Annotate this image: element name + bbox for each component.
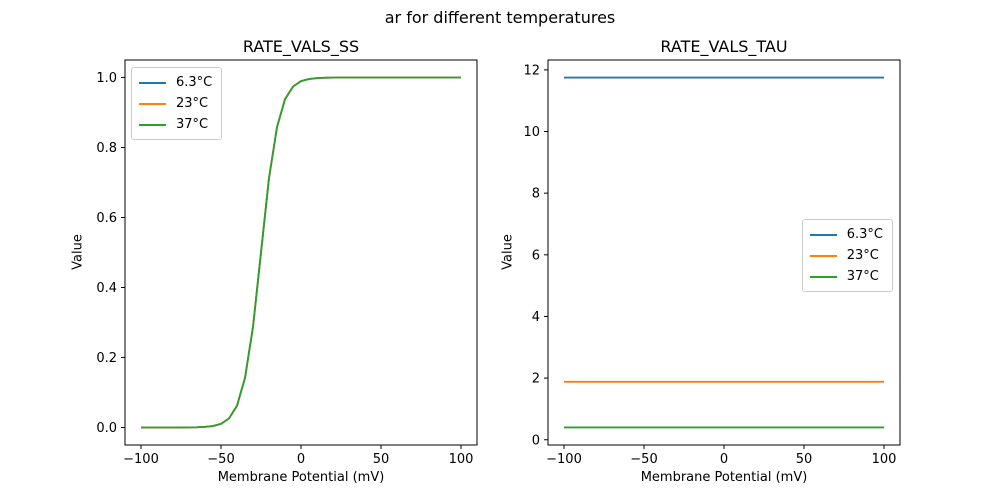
- y-tick-label: 1.0: [96, 71, 117, 86]
- legend-entry-label: 23°C: [846, 248, 879, 263]
- y-tick-label: 6: [532, 248, 540, 263]
- y-tick-label: 10: [523, 125, 540, 140]
- legend-line-swatch: [809, 275, 837, 278]
- x-tick-label: 100: [872, 452, 897, 467]
- legend-entry-label: 37°C: [176, 117, 209, 132]
- y-tick-label: 0.8: [96, 141, 117, 156]
- series-line-37°C: [141, 76, 461, 429]
- y-tick-label: 8: [532, 187, 540, 202]
- legend-entry: 6.3°C: [809, 224, 883, 245]
- y-tick-label: 0.4: [96, 281, 117, 296]
- legend-line-swatch: [139, 123, 166, 126]
- x-tick-label: 100: [449, 452, 474, 467]
- y-tick-label: 4: [532, 310, 540, 325]
- legend-line-swatch: [139, 81, 166, 84]
- x-tick-label: 50: [796, 452, 813, 467]
- legend-entry-label: 23°C: [176, 96, 209, 111]
- y-tick-label: 12: [523, 63, 540, 78]
- y-tick-label: 0.0: [96, 421, 117, 436]
- legend-entry: 6.3°C: [139, 72, 212, 93]
- x-tick-label: 0: [297, 452, 305, 467]
- y-tick-label: 0.6: [96, 211, 117, 226]
- figure-suptitle: ar for different temperatures: [384, 8, 616, 27]
- y-tick-label: 0: [532, 433, 540, 448]
- y-tick-label: 2: [532, 372, 540, 387]
- plot-ss-title: RATE_VALS_SS: [242, 37, 360, 56]
- legend-entry: 23°C: [139, 93, 212, 114]
- plot-ss-legend: 6.3°C 23°C 37°C: [131, 67, 223, 140]
- x-tick-label: −50: [630, 452, 657, 467]
- plot-tau-xlabel: Membrane Potential (mV): [640, 470, 808, 485]
- legend-line-swatch: [139, 102, 166, 105]
- legend-entry-label: 6.3°C: [846, 227, 883, 242]
- x-tick-label: 0: [720, 452, 728, 467]
- legend-entry: 37°C: [809, 266, 883, 287]
- legend-line-swatch: [809, 233, 837, 236]
- x-tick-label: 50: [373, 452, 390, 467]
- legend-entry: 23°C: [809, 245, 883, 266]
- legend-entry-label: 6.3°C: [176, 75, 213, 90]
- legend-entry-label: 37°C: [846, 269, 879, 284]
- y-tick-label: 0.2: [96, 351, 117, 366]
- x-tick-label: −100: [123, 452, 159, 467]
- legend-entry: 37°C: [139, 114, 212, 135]
- x-tick-label: −50: [207, 452, 234, 467]
- legend-line-swatch: [809, 254, 837, 257]
- plot-tau-legend: 6.3°C 23°C 37°C: [801, 219, 893, 292]
- x-tick-label: −100: [546, 452, 582, 467]
- plot-tau-title: RATE_VALS_TAU: [660, 37, 788, 56]
- plot-ss-xlabel: Membrane Potential (mV): [217, 470, 385, 485]
